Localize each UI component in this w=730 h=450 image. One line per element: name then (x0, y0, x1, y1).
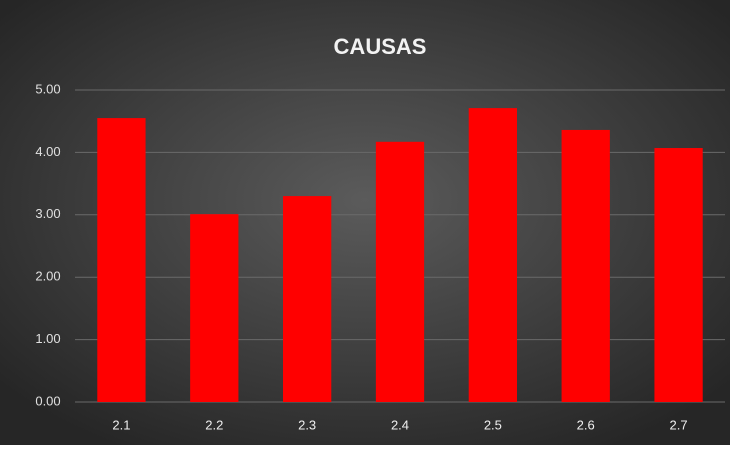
bar (654, 148, 703, 402)
bar (283, 196, 332, 402)
bar (97, 118, 146, 402)
x-tick-label: 2.3 (298, 417, 316, 432)
y-tick-label: 1.00 (35, 331, 60, 346)
y-tick-label: 5.00 (35, 81, 60, 96)
y-tick-label: 4.00 (35, 144, 60, 159)
y-tick-label: 3.00 (35, 206, 60, 221)
x-tick-label: 2.5 (484, 417, 502, 432)
chart-title: CAUSAS (334, 34, 427, 59)
y-tick-label: 2.00 (35, 269, 60, 284)
x-tick-label: 2.7 (670, 417, 688, 432)
bar (190, 214, 239, 402)
y-tick-label: 0.00 (35, 393, 60, 408)
x-tick-label: 2.2 (205, 417, 223, 432)
x-tick-label: 2.4 (391, 417, 409, 432)
bar (375, 141, 425, 403)
bar (561, 129, 610, 402)
x-tick-label: 2.6 (577, 417, 595, 432)
x-tick-label: 2.1 (112, 417, 130, 432)
bar (468, 108, 517, 402)
